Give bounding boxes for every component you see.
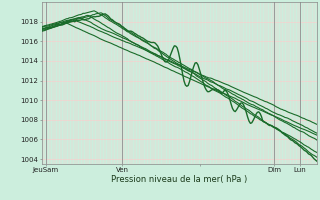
X-axis label: Pression niveau de la mer( hPa ): Pression niveau de la mer( hPa ) [111, 175, 247, 184]
